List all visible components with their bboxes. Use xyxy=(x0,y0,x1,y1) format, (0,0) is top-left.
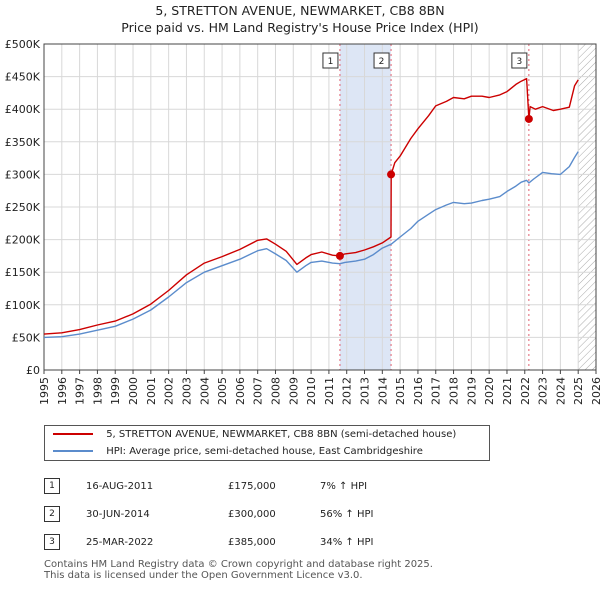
y-tick-label: £400K xyxy=(5,103,41,116)
x-tick-label: 2019 xyxy=(465,377,478,405)
series-line-property xyxy=(43,77,579,335)
x-tick-label: 2012 xyxy=(341,377,354,405)
x-tick-label: 2005 xyxy=(216,377,229,405)
y-tick-label: £450K xyxy=(5,71,41,84)
x-tick-label: 2013 xyxy=(359,377,372,405)
table-row: 1 16-AUG-2011 £175,000 7% ↑ HPI xyxy=(44,472,410,500)
footer-copyright: Contains HM Land Registry data © Crown c… xyxy=(44,559,433,570)
sale-label-number: 3 xyxy=(517,57,523,67)
x-tick-label: 1998 xyxy=(91,377,104,405)
sale-label-number: 1 xyxy=(328,57,334,67)
sale-point xyxy=(387,170,396,179)
sale-hpi-change: 56% ↑ HPI xyxy=(320,508,374,520)
x-tick-label: 2014 xyxy=(376,377,389,405)
legend-swatch-hpi xyxy=(53,450,93,452)
sale-point xyxy=(524,114,533,123)
sale-label-box xyxy=(373,52,390,69)
table-row: 3 25-MAR-2022 £385,000 34% ↑ HPI xyxy=(44,528,410,556)
legend-label-hpi: HPI: Average price, semi-detached house,… xyxy=(106,446,423,457)
plot-frame xyxy=(43,43,597,371)
x-tick-label: 2001 xyxy=(145,377,158,405)
x-tick-label: 2008 xyxy=(269,377,282,405)
x-tick-label: 2011 xyxy=(323,377,336,405)
sale-price: £175,000 xyxy=(228,480,276,492)
sale-price: £300,000 xyxy=(228,508,276,520)
x-tick-label: 1999 xyxy=(109,377,122,405)
x-tick-label: 2016 xyxy=(412,377,425,405)
y-tick-label: £500K xyxy=(5,38,41,51)
sale-number-badge: 2 xyxy=(44,506,60,522)
y-tick-label: £200K xyxy=(5,234,41,247)
chart-title-line-2: Price paid vs. HM Land Registry's House … xyxy=(121,20,479,35)
x-tick-label: 2002 xyxy=(163,377,176,405)
x-tick-label: 2020 xyxy=(483,377,496,405)
x-tick-label: 2009 xyxy=(287,377,300,405)
footer: Contains HM Land Registry data © Crown c… xyxy=(44,559,433,581)
legend: 5, STRETTON AVENUE, NEWMARKET, CB8 8BN (… xyxy=(44,425,490,461)
legend-swatch-property xyxy=(53,433,93,435)
table-row: 2 30-JUN-2014 £300,000 56% ↑ HPI xyxy=(44,500,410,528)
sale-number-badge: 1 xyxy=(44,478,60,494)
chart-title: 5, STRETTON AVENUE, NEWMARKET, CB8 8BN P… xyxy=(0,2,600,36)
sale-label-number: 2 xyxy=(379,57,385,67)
sale-label-box xyxy=(511,52,528,69)
x-tick-label: 2025 xyxy=(572,377,585,405)
sales-table: 1 16-AUG-2011 £175,000 7% ↑ HPI 2 30-JUN… xyxy=(44,472,410,556)
x-tick-label: 2022 xyxy=(519,377,532,405)
y-tick-label: £100K xyxy=(5,299,41,312)
x-tick-label: 2003 xyxy=(180,377,193,405)
x-tick-label: 2010 xyxy=(305,377,318,405)
x-tick-label: 2015 xyxy=(394,377,407,405)
y-tick-label: £150K xyxy=(5,266,41,279)
x-tick-label: 1995 xyxy=(38,377,51,405)
sale-date: 25-MAR-2022 xyxy=(86,536,154,548)
legend-item-property: 5, STRETTON AVENUE, NEWMARKET, CB8 8BN (… xyxy=(53,426,456,443)
x-tick-label: 2007 xyxy=(252,377,265,405)
x-tick-label: 1996 xyxy=(56,377,69,405)
sale-label-box xyxy=(322,52,339,69)
sale-date: 30-JUN-2014 xyxy=(86,508,150,520)
x-tick-label: 2006 xyxy=(234,377,247,405)
y-tick-label: £350K xyxy=(5,136,41,149)
footer-licence: This data is licensed under the Open Gov… xyxy=(44,570,363,581)
x-tick-label: 2021 xyxy=(501,377,514,405)
y-tick-label: £300K xyxy=(5,168,41,181)
sale-point xyxy=(335,251,344,260)
y-tick-label: £50K xyxy=(12,331,41,344)
x-tick-label: 2026 xyxy=(590,377,600,405)
price-chart: £0 £50K £100K £150K £200K £250K £300K £350K £400… xyxy=(5,38,600,405)
sale-hpi-change: 7% ↑ HPI xyxy=(320,480,368,492)
chart-title-line-1: 5, STRETTON AVENUE, NEWMARKET, CB8 8BN xyxy=(155,3,445,18)
y-tick-label: £0 xyxy=(26,364,40,377)
x-tick-label: 2024 xyxy=(554,377,567,405)
sale-price: £385,000 xyxy=(228,536,276,548)
x-tick-label: 2017 xyxy=(430,377,443,405)
x-tick-label: 2018 xyxy=(448,377,461,405)
legend-item-hpi: HPI: Average price, semi-detached house,… xyxy=(53,443,423,460)
x-tick-label: 1997 xyxy=(74,377,87,405)
y-tick-label: £250K xyxy=(5,201,41,214)
legend-label-property: 5, STRETTON AVENUE, NEWMARKET, CB8 8BN (… xyxy=(106,429,457,440)
x-tick-label: 2004 xyxy=(198,377,211,405)
x-tick-label: 2023 xyxy=(537,377,550,405)
sale-date: 16-AUG-2011 xyxy=(86,480,154,492)
x-tick-label: 2000 xyxy=(127,377,140,405)
sale-hpi-change: 34% ↑ HPI xyxy=(320,536,374,548)
sale-number-badge: 3 xyxy=(44,534,60,550)
series-line-hpi xyxy=(43,151,579,339)
